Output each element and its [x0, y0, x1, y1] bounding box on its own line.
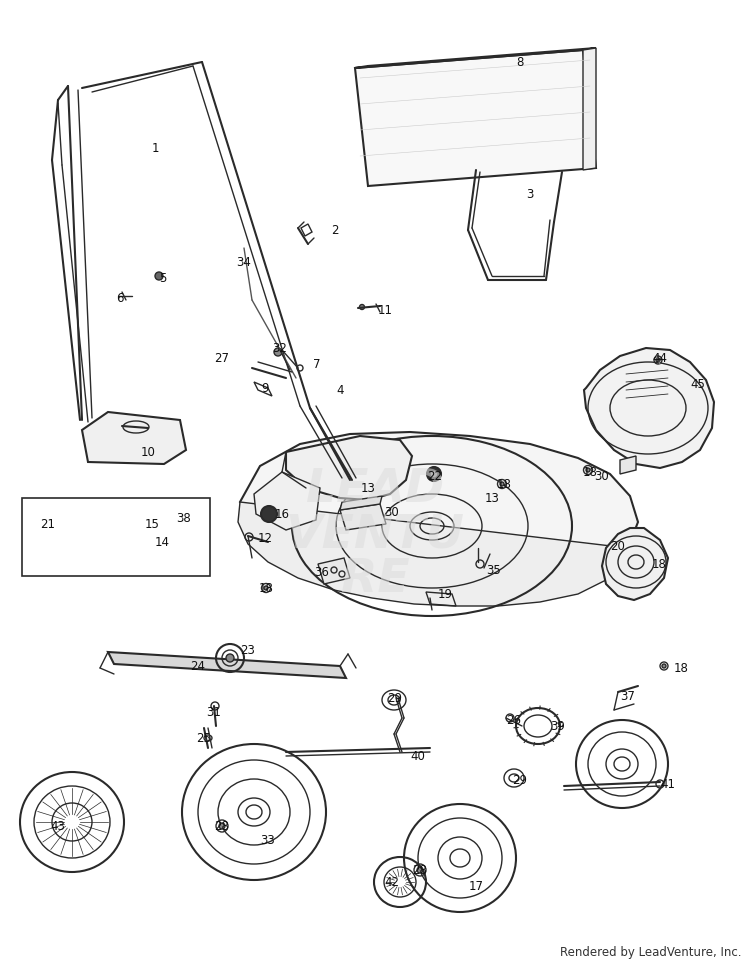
Circle shape [261, 506, 277, 522]
Text: 36: 36 [314, 565, 329, 579]
Text: 28: 28 [214, 820, 230, 832]
Text: 18: 18 [259, 582, 274, 594]
Text: 29: 29 [512, 774, 527, 787]
Text: 18: 18 [674, 661, 688, 675]
Circle shape [359, 305, 364, 310]
Text: 20: 20 [610, 540, 626, 552]
Circle shape [170, 515, 180, 525]
Text: 31: 31 [206, 706, 221, 719]
Circle shape [656, 358, 660, 362]
Text: 12: 12 [257, 531, 272, 545]
Circle shape [219, 823, 225, 829]
Circle shape [586, 468, 590, 472]
Circle shape [155, 272, 163, 280]
Polygon shape [286, 436, 412, 500]
Text: 5: 5 [159, 272, 166, 285]
Text: 3: 3 [526, 188, 534, 202]
Text: 24: 24 [190, 659, 206, 673]
Text: 23: 23 [241, 644, 256, 656]
Text: VENTU: VENTU [286, 513, 464, 557]
Polygon shape [583, 48, 596, 170]
Text: 1: 1 [152, 142, 159, 154]
Polygon shape [602, 528, 668, 600]
Polygon shape [34, 508, 88, 560]
Text: 7: 7 [314, 358, 321, 372]
Polygon shape [355, 50, 596, 186]
Polygon shape [318, 558, 350, 584]
Text: 26: 26 [506, 714, 521, 726]
Text: 10: 10 [140, 446, 155, 458]
Circle shape [662, 664, 666, 668]
Circle shape [264, 586, 268, 590]
Text: 42: 42 [385, 876, 400, 888]
Text: 41: 41 [661, 778, 676, 790]
Text: 39: 39 [550, 720, 566, 732]
Polygon shape [240, 432, 638, 596]
FancyBboxPatch shape [22, 498, 210, 576]
Text: 21: 21 [40, 518, 56, 530]
Polygon shape [355, 48, 596, 68]
Text: 13: 13 [361, 482, 376, 494]
Text: 40: 40 [410, 750, 425, 762]
Text: 22: 22 [427, 470, 442, 483]
Text: 30: 30 [385, 506, 399, 519]
Text: RE: RE [340, 557, 410, 602]
Text: 38: 38 [177, 512, 191, 524]
Circle shape [427, 467, 441, 481]
Text: 27: 27 [214, 352, 230, 364]
Circle shape [226, 654, 234, 662]
Polygon shape [340, 496, 382, 510]
Text: Rendered by LeadVenture, Inc.: Rendered by LeadVenture, Inc. [560, 946, 742, 959]
Text: 28: 28 [413, 863, 428, 877]
Polygon shape [618, 536, 642, 562]
Text: 34: 34 [236, 255, 251, 269]
Text: 43: 43 [50, 820, 65, 832]
Text: 18: 18 [652, 558, 667, 572]
Text: 6: 6 [116, 291, 124, 305]
Text: 16: 16 [274, 509, 290, 521]
Text: 11: 11 [377, 304, 392, 317]
Text: 2: 2 [332, 223, 339, 237]
Circle shape [148, 518, 156, 526]
Text: 9: 9 [261, 382, 268, 394]
Circle shape [500, 482, 504, 486]
Text: 18: 18 [496, 478, 512, 490]
Text: 32: 32 [272, 342, 287, 354]
Polygon shape [108, 652, 346, 678]
Polygon shape [584, 348, 714, 468]
Text: 25: 25 [196, 731, 211, 745]
Polygon shape [254, 472, 320, 530]
Text: 44: 44 [652, 352, 668, 364]
Text: 30: 30 [595, 470, 609, 483]
Text: 37: 37 [620, 689, 635, 702]
Circle shape [430, 470, 438, 478]
Text: 4: 4 [336, 384, 344, 396]
Polygon shape [620, 456, 636, 474]
Circle shape [274, 348, 282, 356]
Polygon shape [82, 412, 186, 464]
Polygon shape [340, 504, 386, 530]
Text: LEAD: LEAD [306, 467, 444, 513]
Text: 8: 8 [516, 55, 524, 69]
Circle shape [417, 867, 423, 873]
Text: 45: 45 [691, 378, 706, 390]
Circle shape [658, 562, 662, 566]
Text: 15: 15 [145, 518, 160, 530]
Polygon shape [238, 502, 638, 606]
Text: 13: 13 [484, 491, 500, 505]
Text: 17: 17 [469, 880, 484, 892]
Text: 33: 33 [261, 833, 275, 847]
Text: 18: 18 [583, 465, 598, 479]
Text: 14: 14 [154, 535, 170, 549]
Text: 35: 35 [487, 563, 501, 577]
Text: 29: 29 [388, 691, 403, 705]
Text: 19: 19 [437, 588, 452, 601]
